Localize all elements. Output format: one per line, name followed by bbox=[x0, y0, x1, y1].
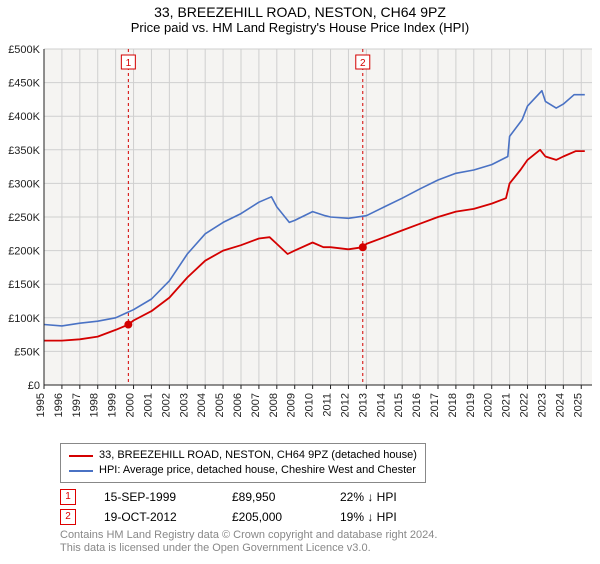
chart-title: 33, BREEZEHILL ROAD, NESTON, CH64 9PZ bbox=[0, 4, 600, 20]
sale-delta: 22% ↓ HPI bbox=[340, 490, 397, 504]
svg-text:2003: 2003 bbox=[178, 393, 190, 417]
svg-text:2025: 2025 bbox=[572, 393, 584, 417]
svg-text:£500K: £500K bbox=[8, 44, 40, 56]
svg-text:2017: 2017 bbox=[429, 393, 441, 417]
sale-price: £205,000 bbox=[232, 510, 312, 524]
chart-subtitle: Price paid vs. HM Land Registry's House … bbox=[0, 20, 600, 35]
svg-text:2019: 2019 bbox=[465, 393, 477, 417]
svg-text:£100K: £100K bbox=[8, 313, 40, 325]
legend-label: 33, BREEZEHILL ROAD, NESTON, CH64 9PZ (d… bbox=[99, 448, 417, 463]
svg-text:2001: 2001 bbox=[142, 393, 154, 417]
sale-delta: 19% ↓ HPI bbox=[340, 510, 397, 524]
svg-text:2015: 2015 bbox=[393, 393, 405, 417]
svg-text:£0: £0 bbox=[28, 380, 40, 392]
svg-text:2008: 2008 bbox=[268, 393, 280, 417]
sale-marker-icon: 1 bbox=[60, 489, 76, 505]
svg-text:1995: 1995 bbox=[35, 393, 47, 417]
svg-text:1: 1 bbox=[126, 58, 132, 69]
footer-line-2: This data is licensed under the Open Gov… bbox=[60, 542, 600, 555]
svg-text:2021: 2021 bbox=[501, 393, 513, 417]
svg-text:2011: 2011 bbox=[322, 393, 334, 417]
svg-text:1999: 1999 bbox=[107, 393, 119, 417]
svg-text:1998: 1998 bbox=[89, 393, 101, 417]
legend-item: 33, BREEZEHILL ROAD, NESTON, CH64 9PZ (d… bbox=[69, 448, 417, 463]
svg-text:£50K: £50K bbox=[14, 346, 40, 358]
legend-swatch bbox=[69, 455, 93, 457]
footer-line-1: Contains HM Land Registry data © Crown c… bbox=[60, 529, 600, 542]
sale-date: 19-OCT-2012 bbox=[104, 510, 204, 524]
svg-text:2010: 2010 bbox=[304, 393, 316, 417]
svg-text:2012: 2012 bbox=[339, 393, 351, 417]
svg-text:£200K: £200K bbox=[8, 246, 40, 258]
sale-row: 1 15-SEP-1999 £89,950 22% ↓ HPI bbox=[60, 489, 600, 505]
svg-text:2024: 2024 bbox=[554, 393, 566, 417]
svg-text:2002: 2002 bbox=[160, 393, 172, 417]
chart-svg: £0 £50K £100K £150K £200K £250K £300K £350K £400… bbox=[0, 39, 600, 439]
sale-row: 2 19-OCT-2012 £205,000 19% ↓ HPI bbox=[60, 509, 600, 525]
svg-text:2007: 2007 bbox=[250, 393, 262, 417]
svg-text:2005: 2005 bbox=[214, 393, 226, 417]
svg-text:2016: 2016 bbox=[411, 393, 423, 417]
svg-text:2006: 2006 bbox=[232, 393, 244, 417]
svg-text:2018: 2018 bbox=[447, 393, 459, 417]
svg-text:1997: 1997 bbox=[71, 393, 83, 417]
svg-text:2000: 2000 bbox=[125, 393, 137, 417]
sale-marker-icon: 2 bbox=[60, 509, 76, 525]
chart-area: £0 £50K £100K £150K £200K £250K £300K £350K £400… bbox=[0, 39, 600, 439]
legend-item: HPI: Average price, detached house, Ches… bbox=[69, 463, 417, 478]
svg-text:£150K: £150K bbox=[8, 279, 40, 291]
svg-text:£350K: £350K bbox=[8, 145, 40, 157]
svg-text:2009: 2009 bbox=[286, 393, 298, 417]
svg-text:2: 2 bbox=[360, 58, 366, 69]
svg-text:£250K: £250K bbox=[8, 212, 40, 224]
sale-price: £89,950 bbox=[232, 490, 312, 504]
svg-text:2013: 2013 bbox=[357, 393, 369, 417]
sale-date: 15-SEP-1999 bbox=[104, 490, 204, 504]
legend-swatch bbox=[69, 470, 93, 472]
svg-text:£450K: £450K bbox=[8, 78, 40, 90]
svg-text:2020: 2020 bbox=[483, 393, 495, 417]
sales-table: 1 15-SEP-1999 £89,950 22% ↓ HPI 2 19-OCT-2012… bbox=[60, 489, 600, 525]
svg-text:1996: 1996 bbox=[53, 393, 65, 417]
legend: 33, BREEZEHILL ROAD, NESTON, CH64 9PZ (d… bbox=[60, 443, 426, 483]
svg-text:2023: 2023 bbox=[536, 393, 548, 417]
svg-text:2014: 2014 bbox=[375, 393, 387, 417]
svg-text:£400K: £400K bbox=[8, 111, 40, 123]
svg-text:2004: 2004 bbox=[196, 393, 208, 417]
legend-label: HPI: Average price, detached house, Ches… bbox=[99, 463, 416, 478]
footer-attribution: Contains HM Land Registry data © Crown c… bbox=[60, 529, 600, 555]
svg-text:2022: 2022 bbox=[519, 393, 531, 417]
svg-text:£300K: £300K bbox=[8, 178, 40, 190]
